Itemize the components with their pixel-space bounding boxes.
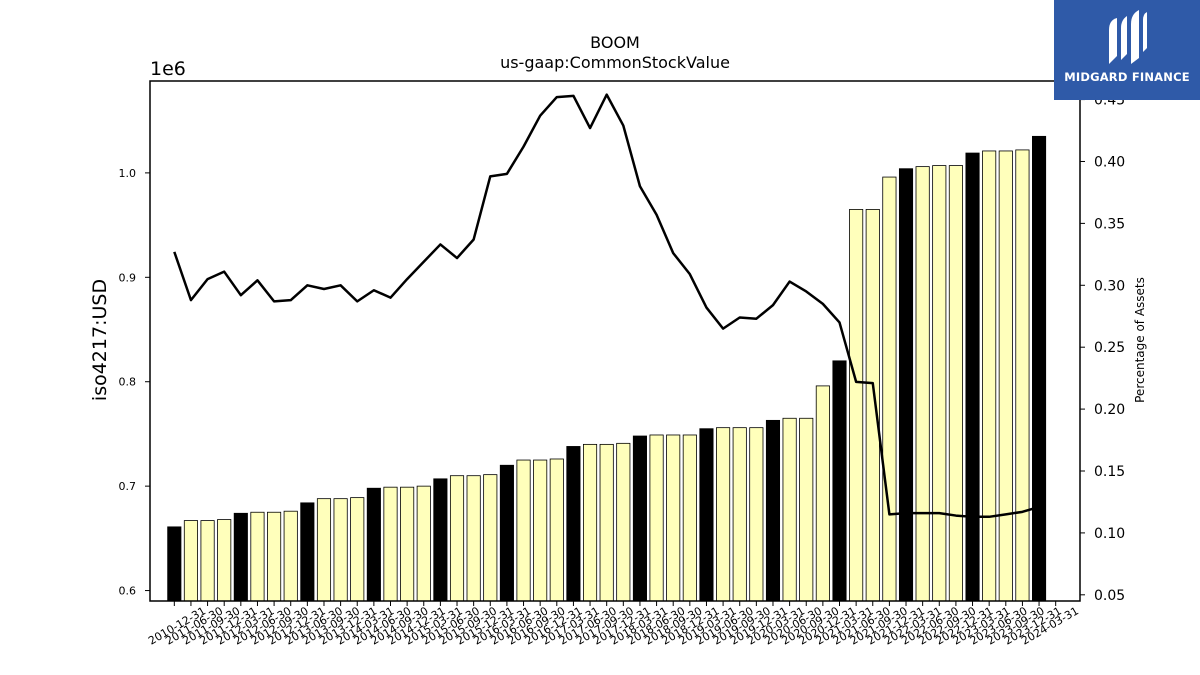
plot-frame <box>149 80 1081 602</box>
bar <box>898 168 914 602</box>
percentage-line <box>173 93 1040 519</box>
y2-tick-label: 0.10 <box>1094 526 1125 542</box>
bar <box>982 150 997 602</box>
bar <box>300 502 315 602</box>
bar <box>167 526 182 602</box>
bar <box>316 498 332 602</box>
bar <box>1015 149 1030 602</box>
y-tick-label: 0.6 <box>119 585 137 598</box>
bar <box>965 152 980 602</box>
bar <box>1032 135 1047 602</box>
brand-logo: MIDGARD FINANCE <box>1054 0 1200 100</box>
y2-tick-label: 0.35 <box>1094 216 1125 232</box>
bar <box>433 478 448 602</box>
bar <box>599 443 614 602</box>
bar <box>499 464 514 602</box>
bar <box>699 428 714 602</box>
bar <box>765 419 781 602</box>
bar <box>716 427 731 602</box>
bar <box>267 511 282 602</box>
bar <box>350 497 365 602</box>
bar <box>649 434 664 602</box>
bar <box>183 520 198 602</box>
y2-tick-label: 0.05 <box>1094 588 1125 604</box>
bar <box>333 498 348 602</box>
y2-tick-label: 0.20 <box>1094 402 1125 418</box>
bar <box>566 446 581 602</box>
chart-subtitle: us-gaap:CommonStockValue <box>500 53 730 72</box>
bar <box>815 385 830 602</box>
bar <box>849 209 864 602</box>
y-tick-label: 0.9 <box>119 271 137 284</box>
bar <box>483 474 498 602</box>
bar <box>865 209 880 602</box>
bar <box>832 360 847 602</box>
bar <box>516 459 531 602</box>
bar <box>583 443 598 602</box>
bar <box>200 520 215 602</box>
bar <box>383 486 398 602</box>
bar <box>948 165 963 602</box>
bar <box>682 434 697 602</box>
y2-tick-label: 0.25 <box>1094 340 1125 356</box>
y-tick-label: 0.7 <box>119 480 137 493</box>
bar <box>616 442 631 602</box>
midgard-logo-icon <box>1109 10 1147 64</box>
bar <box>366 487 381 602</box>
bar <box>782 417 797 602</box>
bar <box>632 435 647 602</box>
chart-title: BOOM <box>590 33 640 52</box>
bar <box>549 458 564 602</box>
bar <box>998 150 1013 602</box>
y2-tick-label: 0.40 <box>1094 154 1125 170</box>
bar <box>749 427 764 602</box>
bar <box>666 434 681 602</box>
bar <box>799 417 814 602</box>
y2-tick-label: 0.15 <box>1094 464 1125 480</box>
y-offset-label: 1e6 <box>150 58 186 80</box>
y2-tick-label: 0.30 <box>1094 278 1125 294</box>
y-tick-label: 0.8 <box>119 376 137 389</box>
bar <box>449 475 465 602</box>
bar <box>533 459 548 602</box>
bar <box>932 165 947 602</box>
brand-name: MIDGARD FINANCE <box>1064 70 1190 84</box>
y2-axis-label: Percentage of Assets <box>1133 277 1147 403</box>
bar <box>416 485 431 602</box>
bar <box>466 475 481 602</box>
bar <box>400 486 415 602</box>
bar <box>915 166 930 602</box>
bar <box>283 510 298 602</box>
bar <box>732 427 747 602</box>
bar <box>250 511 265 602</box>
y-tick-label: 1.0 <box>119 167 137 180</box>
bar <box>882 176 897 602</box>
y-axis-label: iso4217:USD <box>89 279 111 401</box>
bar <box>217 519 232 602</box>
bar <box>233 512 248 602</box>
